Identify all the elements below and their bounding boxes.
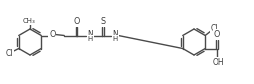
Text: O: O xyxy=(49,30,55,39)
Text: OH: OH xyxy=(212,58,224,67)
Text: H: H xyxy=(88,36,93,42)
Text: N: N xyxy=(87,30,93,39)
Text: N: N xyxy=(112,30,118,39)
Text: O: O xyxy=(74,17,80,26)
Text: Cl: Cl xyxy=(211,24,218,33)
Text: O: O xyxy=(214,30,220,39)
Text: CH₃: CH₃ xyxy=(23,18,35,24)
Text: S: S xyxy=(100,17,105,26)
Text: Cl: Cl xyxy=(6,49,13,58)
Text: H: H xyxy=(113,36,118,42)
